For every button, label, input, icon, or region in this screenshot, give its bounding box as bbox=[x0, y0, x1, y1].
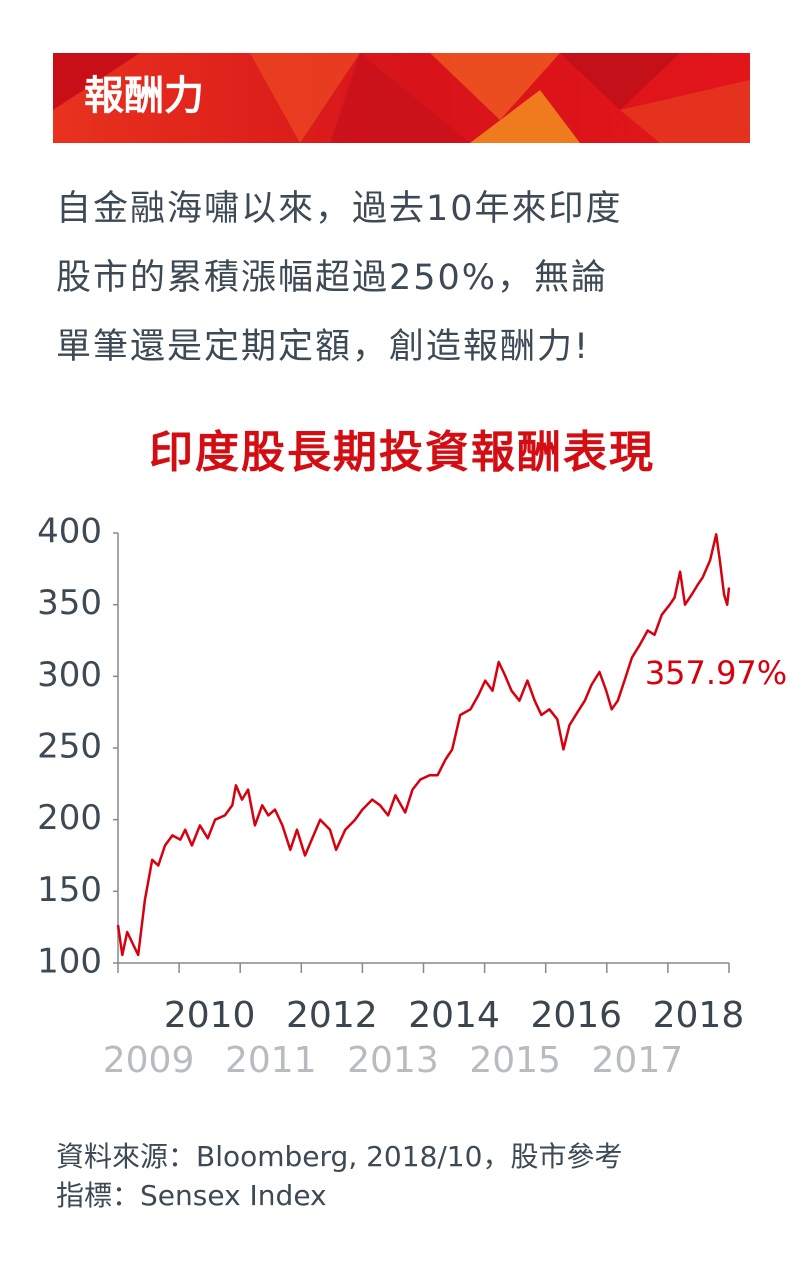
x-tick-label: 2010 bbox=[164, 995, 256, 1036]
x-tick-label: 2009 bbox=[103, 1040, 195, 1081]
y-tick-label: 200 bbox=[37, 798, 102, 838]
y-tick-label: 400 bbox=[37, 512, 102, 552]
y-tick-label: 150 bbox=[37, 870, 102, 910]
source-line: 資料來源：Bloomberg, 2018/10，股市參考 bbox=[56, 1140, 622, 1173]
y-tick-label: 100 bbox=[37, 942, 102, 982]
data-line bbox=[116, 533, 731, 957]
x-tick-label: 2015 bbox=[469, 1040, 561, 1081]
x-tick-label: 2011 bbox=[225, 1040, 317, 1081]
source-line: 指標：Sensex Index bbox=[56, 1179, 327, 1212]
y-tick-label: 300 bbox=[37, 655, 102, 695]
annotation: 357.97% bbox=[645, 654, 787, 692]
x-tick-label: 2012 bbox=[286, 995, 378, 1036]
chart-title: 印度股長期投資報酬表現 bbox=[149, 427, 655, 478]
paragraph-line: 股市的累積漲幅超過250%，無論 bbox=[56, 258, 608, 298]
x-tick-label: 2016 bbox=[530, 995, 622, 1036]
paragraph-line: 自金融海嘯以來，過去10年來印度 bbox=[56, 189, 623, 229]
banner: 報酬力 bbox=[53, 53, 750, 143]
y-tick-label: 250 bbox=[37, 727, 102, 767]
banner-title: 報酬力 bbox=[84, 73, 204, 119]
x-tick-label: 2013 bbox=[347, 1040, 439, 1081]
x-tick-label: 2018 bbox=[653, 995, 745, 1036]
x-tick-label: 2014 bbox=[408, 995, 500, 1036]
y-tick-label: 350 bbox=[37, 583, 102, 623]
x-tick-label: 2017 bbox=[592, 1040, 684, 1081]
paragraph-line: 單筆還是定期定額，創造報酬力! bbox=[56, 327, 590, 367]
